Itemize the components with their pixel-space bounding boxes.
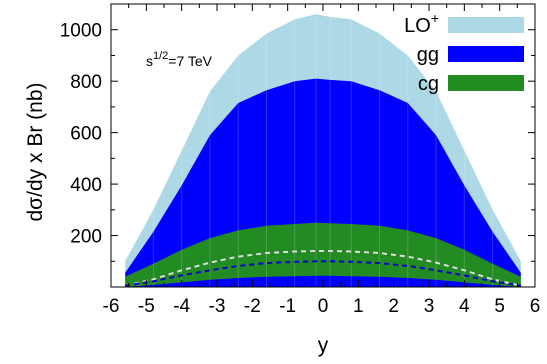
axes: -6 -5 -4 -3 -2 -1 0 1 2 3 4 5 6 200 400 600 800 1000 xyxy=(60,3,541,317)
y-tick-label: 1000 xyxy=(60,21,102,42)
x-tick-label: -6 xyxy=(103,296,120,317)
x-tick-label: -2 xyxy=(244,296,261,317)
band-cg xyxy=(125,222,521,287)
legend-swatch-lo xyxy=(448,17,524,33)
x-tick-label: -4 xyxy=(173,296,190,317)
legend-swatch-cg xyxy=(448,75,524,91)
x-axis-title: y xyxy=(318,334,329,357)
y-tick-label: 600 xyxy=(70,124,102,145)
legend-label-cg: cg xyxy=(418,73,439,95)
x-tick-label: 5 xyxy=(494,296,505,317)
y-axis-title: dσ/dy x Br (nb) xyxy=(24,82,47,221)
x-tick-label: 0 xyxy=(318,296,329,317)
x-tick-label: -3 xyxy=(209,296,226,317)
y-tick-label: 400 xyxy=(70,175,102,196)
x-tick-label: 6 xyxy=(530,296,541,317)
x-tick-label: 4 xyxy=(459,296,470,317)
legend-swatch-gg xyxy=(448,46,524,62)
legend: LO+ gg cg xyxy=(404,10,524,95)
dashed-curve-1 xyxy=(124,250,522,287)
y-tick-label: 200 xyxy=(70,227,102,248)
energy-annotation: s1/2=7 TeV xyxy=(146,50,213,69)
plot-area xyxy=(124,14,522,288)
x-tick-label: 2 xyxy=(388,296,399,317)
x-tick-label: -1 xyxy=(279,296,296,317)
legend-label-gg: gg xyxy=(417,44,439,66)
y-tick-label: 800 xyxy=(70,72,102,93)
x-tick-label: 3 xyxy=(424,296,435,317)
legend-label-lo: LO+ xyxy=(404,10,439,37)
x-tick-label: -5 xyxy=(138,296,155,317)
dashed-curve-2 xyxy=(124,260,522,287)
x-tick-label: 1 xyxy=(353,296,364,317)
